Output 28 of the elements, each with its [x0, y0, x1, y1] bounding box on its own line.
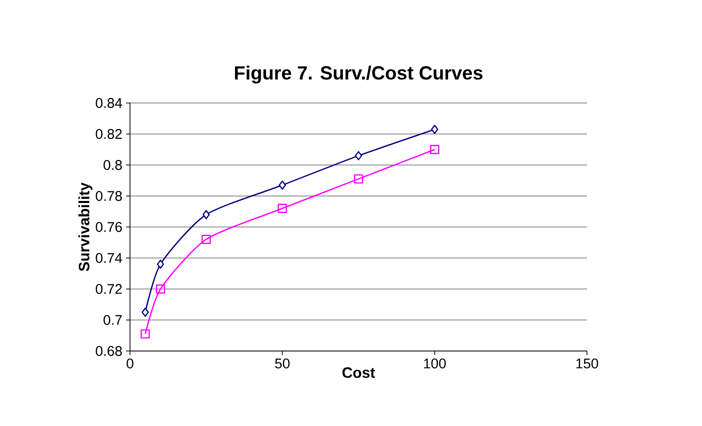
x-axis-title: Cost	[342, 367, 375, 378]
point	[354, 174, 364, 184]
point	[431, 124, 438, 134]
point	[278, 204, 287, 213]
y-tick-label: 0.76	[96, 222, 122, 232]
point	[142, 308, 149, 317]
x-tick-label: 100	[424, 358, 446, 368]
point	[354, 151, 362, 160]
y-tick-label: 0.72	[96, 284, 122, 294]
y-tick-label: 0.78	[96, 191, 122, 201]
y-axis-title: Survivability	[78, 182, 92, 272]
chart-title: Figure 7. Surv./Cost Curves	[235, 66, 482, 84]
point	[430, 144, 440, 154]
point	[156, 284, 166, 294]
y-tick-label: 0.7	[104, 315, 122, 325]
point	[202, 234, 211, 244]
y-tick-label: 0.74	[96, 253, 122, 263]
y-tick-label: 0.82	[96, 129, 122, 139]
y-tick-label: 0.68	[96, 346, 122, 356]
point	[278, 180, 286, 190]
point	[156, 260, 164, 269]
x-tick-label: 0	[126, 358, 134, 368]
x-tick-label: 150	[576, 358, 598, 368]
y-tick-label: 0.84	[96, 98, 122, 108]
y-tick-label: 0.8	[104, 160, 122, 170]
point	[140, 329, 150, 339]
point	[202, 210, 210, 220]
x-tick-label: 50	[275, 358, 290, 368]
